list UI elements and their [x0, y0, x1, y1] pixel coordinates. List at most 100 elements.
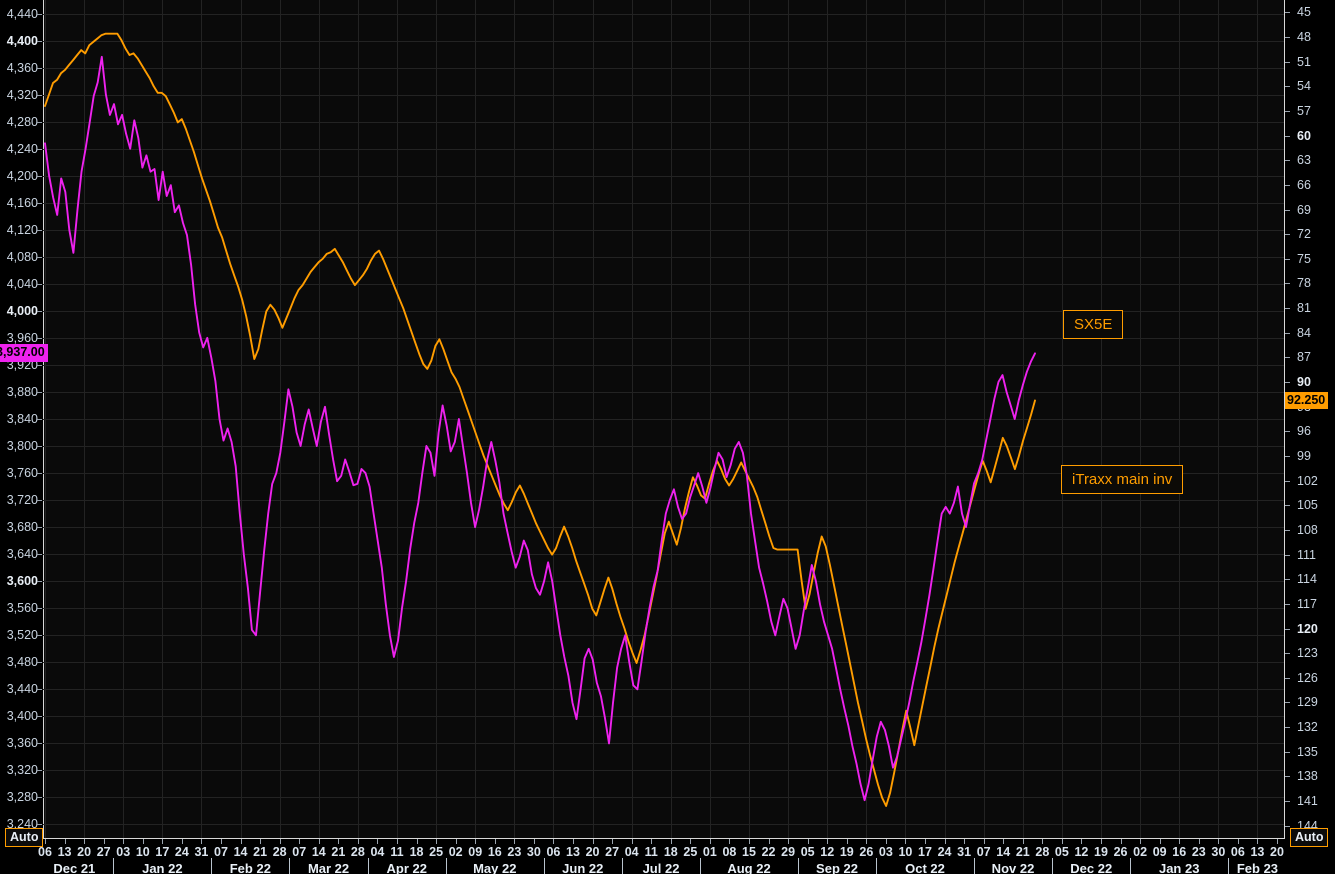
right-axis-tick-label: 114 — [1297, 572, 1317, 587]
x-axis-day-label: 09 — [468, 845, 483, 859]
x-axis-day-label: 26 — [1113, 845, 1128, 859]
x-axis-tick-mark — [533, 839, 535, 844]
x-axis-day-label: 02 — [1133, 845, 1148, 859]
x-axis-day-label: 05 — [800, 845, 815, 859]
x-axis-day-label: 12 — [1074, 845, 1089, 859]
x-axis-tick-mark — [846, 839, 848, 844]
grid-line-vertical — [1101, 0, 1102, 838]
left-axis-tick-label: 4,440 — [6, 6, 38, 21]
x-axis-tick-mark — [905, 839, 907, 844]
x-axis-day-label: 03 — [878, 845, 893, 859]
x-axis-tick-mark — [925, 839, 926, 844]
x-axis-tick-mark — [318, 839, 320, 844]
x-axis-day-label: 25 — [429, 845, 444, 859]
x-axis-tick-mark — [123, 839, 125, 844]
x-axis-tick-mark — [181, 839, 183, 844]
x-axis-month-separator — [1052, 858, 1054, 874]
x-axis-tick-mark — [416, 839, 418, 844]
x-axis-day-label: 31 — [194, 845, 209, 859]
x-axis-day-label: 04 — [370, 845, 385, 859]
x-axis-tick-mark — [729, 839, 731, 844]
left-axis-tick-mark — [37, 743, 42, 745]
x-axis-month-label: Jul 22 — [642, 861, 680, 874]
x-axis-day-label: 30 — [1211, 845, 1226, 859]
x-axis-day-label: 01 — [702, 845, 717, 859]
x-axis-month-label: Aug 22 — [727, 861, 771, 874]
x-axis-tick-mark — [1257, 839, 1259, 844]
grid-line-vertical — [1179, 0, 1181, 838]
x-axis-day-label: 18 — [409, 845, 424, 859]
x-axis-day-label: 07 — [292, 845, 307, 859]
left-axis-tick-label: 4,000 — [6, 303, 38, 318]
x-axis-tick-mark — [807, 839, 809, 844]
left-axis-tick-label: 3,240 — [6, 817, 38, 832]
x-axis-tick-mark — [670, 839, 672, 844]
x-axis-tick-mark — [788, 839, 790, 844]
grid-line-horizontal — [43, 94, 1284, 96]
left-axis-tick-label: 4,080 — [6, 249, 38, 264]
grid-line-horizontal — [43, 473, 1284, 475]
x-axis-tick-mark — [240, 839, 242, 844]
x-axis-month-separator — [1130, 858, 1132, 874]
plot-area[interactable]: SX5E iTraxx main inv — [43, 0, 1284, 838]
left-axis-tick-mark — [37, 608, 42, 610]
grid-line-horizontal — [43, 256, 1284, 258]
grid-line-horizontal — [43, 148, 1284, 150]
left-axis-tick-label: 4,400 — [6, 33, 38, 48]
left-axis-tick-mark — [37, 419, 42, 420]
right-axis-tick-mark — [1285, 751, 1290, 753]
x-axis[interactable]: 06 13 20 27 03 10 17 24 31 07 14 21 28 07 14 21 28 04 11 18… — [0, 839, 1335, 874]
right-axis-tick-mark — [1285, 677, 1290, 679]
grid-line-vertical — [905, 0, 907, 838]
x-axis-day-label: 23 — [1191, 845, 1206, 859]
x-axis-day-label: 13 — [1250, 845, 1265, 859]
right-axis-tick-label: 75 — [1297, 251, 1311, 266]
left-axis-tick-label: 3,720 — [6, 493, 38, 508]
x-axis-tick-mark — [690, 839, 692, 844]
left-axis-auto-button[interactable]: Auto — [5, 828, 44, 847]
left-axis-tick-label: 3,760 — [6, 466, 38, 481]
right-axis-tick-label: 120 — [1297, 621, 1318, 636]
left-axis-tick-mark — [37, 310, 42, 312]
right-axis-tick-mark — [1285, 653, 1290, 655]
x-axis-tick-mark — [84, 839, 86, 844]
x-axis-day-label: 07 — [214, 845, 228, 859]
grid-line-horizontal — [43, 689, 1284, 691]
grid-line-vertical — [631, 0, 633, 838]
grid-line-horizontal — [43, 662, 1284, 664]
grid-line-horizontal — [43, 67, 1284, 69]
left-axis-tick-mark — [37, 256, 42, 258]
x-axis-day-label: 07 — [976, 845, 991, 859]
right-axis-tick-label: 63 — [1297, 153, 1311, 168]
right-axis-tick-label: 141 — [1297, 794, 1318, 809]
right-axis-tick-mark — [1285, 332, 1290, 334]
left-axis-tick-label: 3,280 — [6, 790, 38, 805]
right-axis-tick-mark — [1285, 61, 1290, 63]
x-axis-day-label: 15 — [742, 845, 756, 859]
x-axis-month-separator — [797, 858, 799, 874]
x-axis-tick-mark — [885, 839, 887, 844]
x-axis-tick-mark — [64, 839, 66, 844]
right-axis-tick-mark — [1285, 283, 1290, 285]
left-axis-tick-mark — [37, 554, 42, 556]
right-axis-auto-button[interactable]: Auto — [1290, 828, 1329, 847]
x-axis-day-label: 06 — [38, 845, 52, 859]
x-axis-month-separator — [700, 858, 702, 874]
x-axis-month-label: Jun 22 — [562, 861, 604, 874]
right-axis-tick-label: 102 — [1297, 473, 1318, 488]
x-axis-month-separator — [973, 858, 975, 874]
right-axis-tick-mark — [1285, 258, 1290, 260]
right-axis-tick-label: 111 — [1297, 547, 1317, 562]
x-axis-day-label: 30 — [526, 845, 541, 859]
x-axis-tick-mark — [1237, 839, 1239, 844]
x-axis-day-label: 31 — [957, 845, 972, 859]
right-axis-tick-label: 87 — [1297, 350, 1311, 365]
right-axis-tick-mark — [1285, 529, 1290, 531]
left-axis-tick-mark — [37, 446, 42, 448]
grid-line-vertical — [84, 0, 86, 838]
x-axis-tick-mark — [964, 839, 966, 844]
x-axis-day-label: 27 — [605, 845, 620, 859]
x-axis-tick-mark — [1140, 839, 1142, 844]
left-axis-tick-mark — [37, 689, 42, 691]
